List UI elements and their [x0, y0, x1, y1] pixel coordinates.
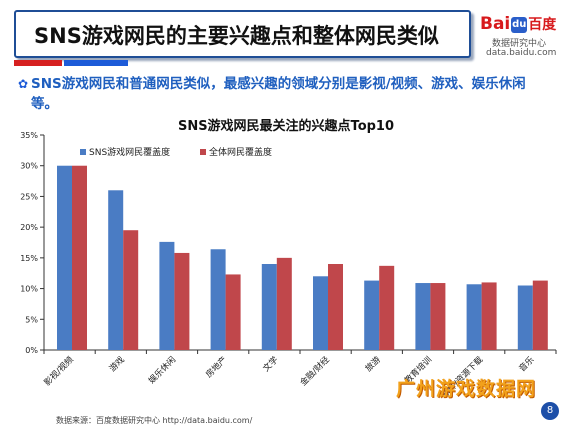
legend-swatch [80, 149, 86, 155]
bar-sns [261, 264, 277, 350]
legend-label: 全体网民覆盖度 [209, 146, 272, 158]
x-category-label: 金融/财经 [298, 354, 332, 388]
bar-sns [364, 280, 380, 350]
title-box: SNS游戏网民的主要兴趣点和整体网民类似 [14, 10, 471, 58]
logo-bai-text: Bai [480, 14, 511, 34]
bar-sns [466, 284, 482, 350]
bar-all [430, 283, 446, 350]
x-category-label: 房地产 [204, 354, 230, 380]
watermark: 广州游戏数据网 [396, 378, 537, 400]
bullet-text: SNS游戏网民和普通网民类似，最感兴趣的领域分别是影视/视频、游戏、娱乐休闲等。 [31, 76, 526, 112]
y-tick-label: 25% [20, 192, 38, 201]
x-category-label: 游戏 [107, 354, 127, 374]
bar-all [532, 280, 548, 350]
logo-subtitle: 数据研究中心 [492, 39, 547, 49]
source-note: 数据来源：百度数据研究中心 http://data.baidu.com/ [56, 416, 253, 425]
x-category-label: 文学 [261, 354, 281, 374]
bar-all [481, 282, 497, 350]
y-tick-label: 35% [20, 131, 38, 140]
bar-sns [108, 190, 124, 350]
accent-bar-blue [64, 60, 128, 66]
y-tick-label: 5% [25, 315, 38, 324]
x-category-label: 音乐 [517, 354, 537, 374]
bar-sns [517, 285, 533, 350]
bar-all [123, 230, 139, 350]
baidu-logo: Bai du 百度 数据研究中心 data.baidu.com [476, 14, 566, 64]
y-tick-label: 15% [20, 254, 38, 263]
bar-all [174, 252, 190, 350]
page-title: SNS游戏网民的主要兴趣点和整体网民类似 [34, 24, 439, 48]
x-category-label: 旅游 [363, 354, 383, 374]
bullet-paw-icon: ✿ [18, 77, 29, 91]
x-category-label: 影视/视频 [42, 354, 76, 388]
bar-all [379, 265, 395, 350]
paw-icon: du [511, 17, 528, 33]
chart-title: SNS游戏网民最关注的兴趣点Top10 [177, 119, 395, 134]
accent-bar-red [14, 60, 62, 66]
bar-all [276, 257, 292, 350]
baidu-logo-mark: Bai du 百度 [480, 14, 556, 34]
y-tick-label: 20% [20, 223, 38, 232]
logo-url: data.baidu.com [486, 48, 557, 58]
y-tick-label: 0% [25, 346, 38, 355]
legend-swatch [200, 149, 206, 155]
bar-sns [210, 249, 226, 350]
bar-sns [159, 241, 175, 350]
page-number-badge: 8 [541, 402, 559, 420]
bar-sns [57, 165, 72, 350]
y-tick-label: 30% [20, 162, 38, 171]
bar-all [225, 274, 241, 350]
y-tick-label: 10% [20, 285, 38, 294]
bar-all [72, 165, 87, 350]
bar-all [328, 264, 343, 350]
legend-label: SNS游戏网民覆盖度 [89, 146, 170, 158]
bar-sns [313, 276, 328, 350]
logo-zh-text: 百度 [528, 17, 557, 33]
bar-sns [415, 283, 431, 350]
x-category-label: 娱乐休闲 [146, 354, 178, 386]
